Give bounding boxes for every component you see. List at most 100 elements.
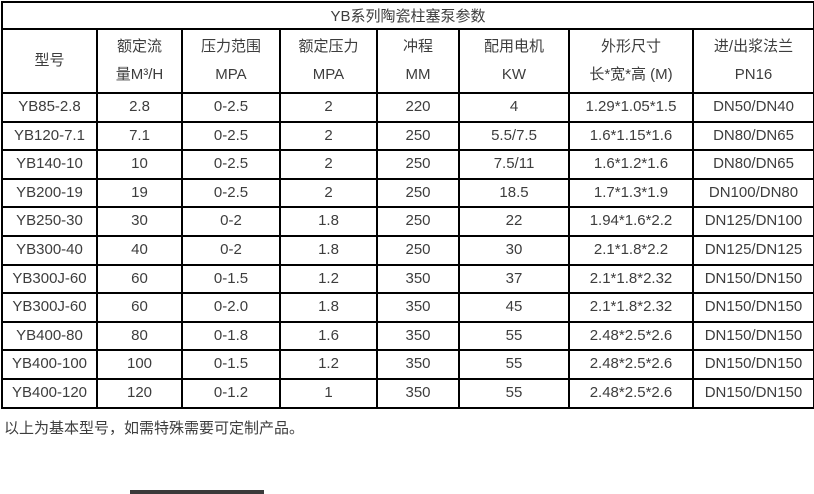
col-header-pressure-range: 压力范围 MPA [181,28,281,94]
table-cell: YB250-30 [1,206,98,237]
table-cell: 55 [458,349,570,380]
table-cell: 2.48*2.5*2.6 [568,320,694,352]
table-cell: 37 [458,263,570,295]
table-cell: 1.2 [279,263,378,295]
table-cell: YB120-7.1 [1,120,98,152]
table-row: YB400-80 80 0-1.8 1.6 350 55 2.48*2.5*2.6 DN150… [1,320,814,352]
table-cell: 2.48*2.5*2.6 [568,349,694,380]
table-cell: 60 [96,292,183,323]
table-cell: 7.1 [96,120,183,152]
table-cell: 45 [458,292,570,323]
table-cell: 2.48*2.5*2.6 [568,377,694,409]
col-header-flange: 进/出浆法兰 PN16 [691,28,814,94]
table-cell: 19 [96,177,183,209]
table-cell: 350 [376,320,460,352]
table-cell: 0-1.5 [181,349,281,380]
table-cell: 4 [458,92,570,123]
table-cell: 1.7*1.3*1.9 [568,177,694,209]
col-header-rated-flow: 额定流 量M³/H [96,28,183,94]
table-cell: 2 [279,177,378,209]
table-cell: 350 [376,377,460,409]
pump-spec-table: YB系列陶瓷柱塞泵参数 型号 额定流 量M³/H 压力范围 MPA 额定压力 M… [0,1,814,409]
table-cell: 55 [458,320,570,352]
col-header-stroke: 冲程 MM [376,28,460,94]
table-cell: 1 [279,377,378,409]
table-cell: 350 [376,292,460,323]
table-cell: 0-2.5 [181,149,281,180]
table-cell: DN150/DN150 [691,263,814,295]
table-cell: DN50/DN40 [691,92,814,123]
table-row: YB300J-60 60 0-1.5 1.2 350 37 2.1*1.8*2.32 DN15… [1,263,814,295]
table-cell: YB140-10 [1,149,98,180]
table-cell: 0-2 [181,206,281,237]
table-cell: DN150/DN150 [691,377,814,409]
footer-note: 以上为基本型号，如需特殊需要可定制产品。 [4,419,305,437]
table-row: YB400-100 100 0-1.5 1.2 350 55 2.48*2.5*2.6 DN1… [1,349,814,380]
table-cell: 1.6*1.15*1.6 [568,120,694,152]
table-cell: 0-2.5 [181,120,281,152]
table-cell: DN125/DN100 [691,206,814,237]
table-row: YB200-19 19 0-2.5 2 250 18.5 1.7*1.3*1.9 DN100/… [1,177,814,209]
table-cell: 40 [96,234,183,266]
table-cell: 1.8 [279,206,378,237]
table-cell: 2 [279,149,378,180]
table-cell: 120 [96,377,183,409]
col-header-model: 型号 [1,28,98,94]
table-cell: 1.8 [279,292,378,323]
table-cell: 250 [376,149,460,180]
table-cell: 2.1*1.8*2.32 [568,292,694,323]
table-cell: DN150/DN150 [691,349,814,380]
table-cell: 2 [279,120,378,152]
table-cell: 7.5/11 [458,149,570,180]
table-cell: 1.94*1.6*2.2 [568,206,694,237]
table-cell: 22 [458,206,570,237]
table-title: YB系列陶瓷柱塞泵参数 [0,1,814,30]
table-cell: 0-2.0 [181,292,281,323]
table-cell: 1.8 [279,234,378,266]
table-cell: 2.1*1.8*2.32 [568,263,694,295]
table-cell: DN80/DN65 [691,120,814,152]
table-cell: 0-2 [181,234,281,266]
table-row: YB85-2.8 2.8 0-2.5 2 220 4 1.29*1.05*1.5 DN50/D… [1,92,814,123]
table-cell: 60 [96,263,183,295]
table-cell: 2.8 [96,92,183,123]
table-cell: 2.1*1.8*2.2 [568,234,694,266]
table-cell: 1.6*1.2*1.6 [568,149,694,180]
table-cell: 0-1.5 [181,263,281,295]
table-cell: 1.6 [279,320,378,352]
table-cell: YB200-19 [1,177,98,209]
table-cell: 0-2.5 [181,177,281,209]
table-cell: YB300J-60 [1,263,98,295]
table-cell: DN125/DN125 [691,234,814,266]
table-cell: YB300-40 [1,234,98,266]
table-cell: 250 [376,120,460,152]
table-row: YB400-120 120 0-1.2 1 350 55 2.48*2.5*2.6 DN150… [1,377,814,409]
table-row: YB120-7.1 7.1 0-2.5 2 250 5.5/7.5 1.6*1.15*1.6… [1,120,814,152]
table-cell: YB400-100 [1,349,98,380]
table-cell: 100 [96,349,183,380]
table-cell: 1.29*1.05*1.5 [568,92,694,123]
table-row: YB300-40 40 0-2 1.8 250 30 2.1*1.8*2.2 DN125/DN… [1,234,814,266]
table-cell: DN80/DN65 [691,149,814,180]
col-header-rated-pressure: 额定压力 MPA [279,28,378,94]
table-cell: YB400-120 [1,377,98,409]
title-row: YB系列陶瓷柱塞泵参数 [0,1,814,30]
table-cell: 10 [96,149,183,180]
col-header-dimensions: 外形尺寸 长*宽*高 (M) [568,28,694,94]
table-row: YB250-30 30 0-2 1.8 250 22 1.94*1.6*2.2 DN125/D… [1,206,814,237]
table-cell: DN150/DN150 [691,320,814,352]
table-cell: 0-1.2 [181,377,281,409]
table-cell: 250 [376,234,460,266]
table-cell: 350 [376,349,460,380]
table-cell: YB85-2.8 [1,92,98,123]
table-cell: 250 [376,177,460,209]
table-cell: 5.5/7.5 [458,120,570,152]
table-cell: 30 [458,234,570,266]
table-cell: 18.5 [458,177,570,209]
table-cell: YB400-80 [1,320,98,352]
table-cell: DN150/DN150 [691,292,814,323]
table-cell: 350 [376,263,460,295]
col-header-motor-power: 配用电机 KW [458,28,570,94]
table-cell: 55 [458,377,570,409]
